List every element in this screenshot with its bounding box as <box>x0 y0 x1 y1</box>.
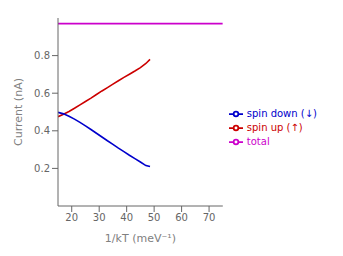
html-text:total: total <box>246 136 270 147</box>
svg-text:70: 70 <box>203 212 216 223</box>
svg-text:30: 30 <box>93 212 106 223</box>
svg-text:50: 50 <box>148 212 161 223</box>
html-text:spin down (↓): spin down (↓) <box>246 108 317 119</box>
svg-text:0.2: 0.2 <box>34 163 50 174</box>
svg-text:40: 40 <box>120 212 133 223</box>
html-text:spin up (↑): spin up (↑) <box>246 122 303 133</box>
svg-text:1/kT (meV⁻¹): 1/kT (meV⁻¹) <box>105 232 176 245</box>
svg-text:60: 60 <box>175 212 188 223</box>
svg-text:0.6: 0.6 <box>34 88 50 99</box>
svg-text:20: 20 <box>65 212 78 223</box>
svg-text:0.8: 0.8 <box>34 50 50 61</box>
svg-text:0.4: 0.4 <box>34 125 50 136</box>
svg-text:Current (nA): Current (nA) <box>12 78 25 146</box>
